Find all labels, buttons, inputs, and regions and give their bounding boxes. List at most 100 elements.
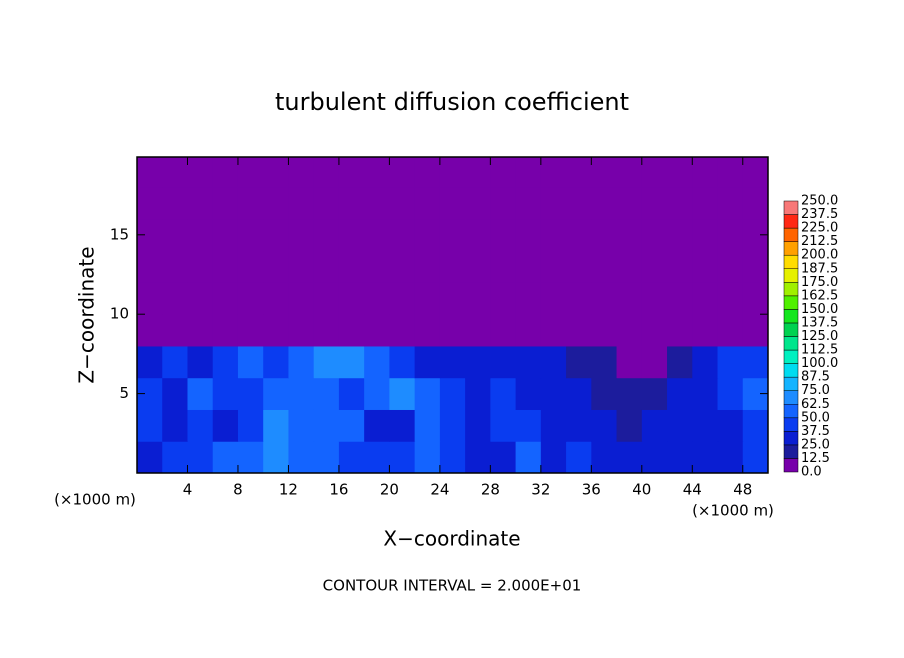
y-axis-label: Z−coordinate <box>75 246 99 383</box>
colorbar-label: 112.5 <box>801 343 838 358</box>
cell <box>616 345 643 379</box>
cell <box>515 409 542 442</box>
colorbar-bin <box>783 241 799 256</box>
cell <box>465 282 491 315</box>
colorbar-label: 175.0 <box>801 275 838 290</box>
cell <box>540 218 567 252</box>
cell <box>591 157 618 188</box>
cell <box>364 409 390 442</box>
cell <box>137 187 163 220</box>
cell <box>439 441 466 473</box>
cell <box>515 250 542 283</box>
cell <box>692 441 719 473</box>
cell <box>566 314 592 347</box>
cell <box>641 441 668 473</box>
cell <box>717 314 744 347</box>
cell <box>187 157 214 188</box>
x-tick-label: 12 <box>279 481 298 499</box>
cell <box>566 187 592 220</box>
cell <box>439 377 466 410</box>
cell <box>162 314 188 347</box>
cell <box>717 377 744 410</box>
cell <box>692 187 719 220</box>
cell <box>465 345 491 379</box>
cell <box>414 250 441 283</box>
cell <box>137 250 163 283</box>
cell <box>717 345 744 379</box>
x-tick-label: 44 <box>683 481 702 499</box>
colorbar-bin <box>783 444 799 459</box>
cell <box>566 157 592 188</box>
cell <box>742 157 768 188</box>
colorbar-bin <box>783 295 799 310</box>
colorbar-bin <box>783 309 799 324</box>
y-tick-label: 15 <box>110 225 129 243</box>
cell <box>237 441 264 473</box>
cell <box>137 441 163 473</box>
cell <box>439 157 466 188</box>
cell <box>490 187 517 220</box>
cell <box>364 250 390 283</box>
cell <box>742 282 768 315</box>
cell <box>237 250 264 283</box>
x-unit-label: (×1000 m) <box>54 491 136 509</box>
cell <box>162 377 188 410</box>
cell <box>490 250 517 283</box>
y-tick-label: 5 <box>119 384 129 402</box>
colorbar-label: 250.0 <box>801 194 838 209</box>
cell <box>313 157 340 188</box>
cell <box>263 345 289 379</box>
cell <box>717 250 744 283</box>
cell <box>187 282 214 315</box>
cell <box>566 441 592 473</box>
cell <box>667 345 693 379</box>
cell <box>667 282 693 315</box>
cell <box>313 409 340 442</box>
x-tick-label: 24 <box>430 481 449 499</box>
cell <box>414 187 441 220</box>
cell <box>641 218 668 252</box>
cell <box>137 282 163 315</box>
x-tick-label: 28 <box>481 481 500 499</box>
cell <box>515 377 542 410</box>
cell <box>566 250 592 283</box>
cell <box>263 218 289 252</box>
cell <box>616 441 643 473</box>
cell <box>591 377 618 410</box>
cell <box>540 250 567 283</box>
cell <box>692 157 719 188</box>
cell <box>187 250 214 283</box>
cell <box>338 441 365 473</box>
cell <box>364 187 390 220</box>
cell <box>490 157 517 188</box>
cell <box>515 314 542 347</box>
cell <box>212 250 239 283</box>
cell <box>288 250 315 283</box>
cell <box>616 409 643 442</box>
x-axis-label: X−coordinate <box>383 527 520 551</box>
cell <box>641 377 668 410</box>
cell <box>667 218 693 252</box>
cell <box>237 187 264 220</box>
cell <box>263 250 289 283</box>
colorbar-label: 162.5 <box>801 288 838 303</box>
x-tick-label: 40 <box>632 481 651 499</box>
cell <box>414 218 441 252</box>
cell <box>263 409 289 442</box>
colorbar-bin <box>783 227 799 242</box>
cell <box>162 441 188 473</box>
cell <box>717 409 744 442</box>
colorbar-label: 150.0 <box>801 302 838 317</box>
cell <box>338 282 365 315</box>
cell <box>641 345 668 379</box>
cell <box>237 409 264 442</box>
cell <box>566 282 592 315</box>
cell <box>439 250 466 283</box>
cell <box>439 187 466 220</box>
x-tick-label: 48 <box>733 481 752 499</box>
cell <box>288 187 315 220</box>
cell <box>566 377 592 410</box>
cell <box>414 409 441 442</box>
cell <box>667 377 693 410</box>
cell <box>137 314 163 347</box>
